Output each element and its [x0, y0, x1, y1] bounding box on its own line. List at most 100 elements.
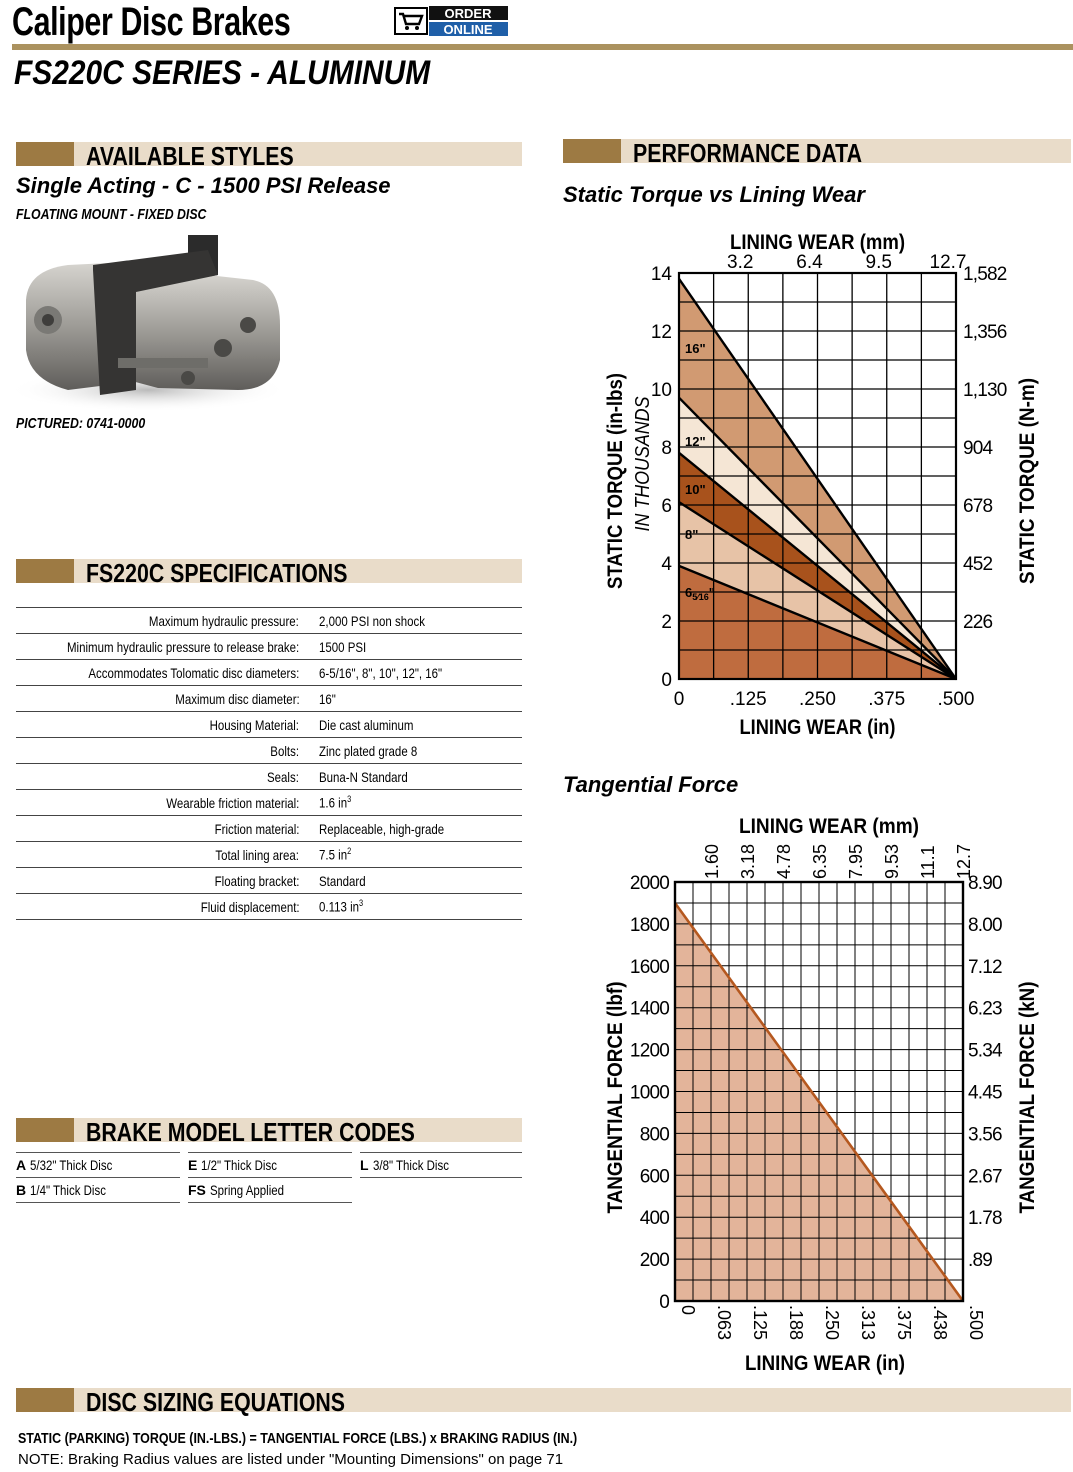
specifications-bar: FS220C SPECIFICATIONS — [16, 558, 522, 588]
x-tick-label: .125 — [750, 1305, 770, 1340]
torque-equation: STATIC (PARKING) TORQUE (IN.-LBS.) = TAN… — [18, 1430, 578, 1447]
x-tick-label: .125 — [730, 689, 767, 710]
spec-value: Zinc plated grade 8 — [309, 737, 522, 764]
x-axis-label: LINING WEAR (in) — [740, 716, 896, 739]
style-name: Single Acting - C - 1500 PSI Release — [16, 173, 391, 198]
equations-heading: DISC SIZING EQUATIONS — [86, 1387, 346, 1417]
x2-tick-label: 11.1 — [918, 845, 938, 879]
x-tick-label: .063 — [714, 1305, 734, 1340]
y-tick-label: 0 — [661, 670, 672, 691]
pictured-caption: PICTURED: 0741-0000 — [16, 415, 146, 432]
tangential-force-chart: 0 200 400 600 800 1000 1200 1400 1600 1800 2000 .89… — [604, 815, 1039, 1375]
x2-tick-label: 9.5 — [866, 252, 892, 273]
spec-label: Seals: — [16, 763, 310, 790]
available-styles-bar: AVAILABLE STYLES — [16, 141, 522, 171]
order-label: ORDER — [445, 6, 493, 21]
series-line — [678, 278, 957, 680]
y2-tick-label: 4.45 — [968, 1083, 1002, 1104]
code-item: L 3/8" Thick Disc — [360, 1152, 522, 1178]
specifications-heading: FS220C SPECIFICATIONS — [86, 558, 348, 588]
braking-radius-note: NOTE: Braking Radius values are listed u… — [18, 1451, 564, 1468]
x-tick-label: 0 — [674, 689, 685, 710]
specifications-table: Maximum hydraulic pressure: 2,000 PSI non… — [16, 607, 522, 920]
spec-label: Floating bracket: — [16, 867, 310, 894]
spec-value: Buna-N Standard — [309, 763, 522, 790]
page-title: Caliper Disc Brakes — [12, 0, 291, 44]
y-tick-label: 14 — [651, 264, 673, 285]
x2-tick-label: 6.35 — [810, 844, 830, 879]
code-item: B 1/4" Thick Disc — [16, 1178, 180, 1203]
y2-tick-label: 3.56 — [968, 1124, 1002, 1145]
spec-label: Total lining area: — [16, 841, 310, 868]
series-line — [678, 501, 957, 681]
series-line — [678, 451, 957, 680]
y-tick-label: 8 — [661, 438, 672, 459]
plot-frame — [677, 271, 958, 681]
y-tick-label: 12 — [651, 322, 672, 343]
y-axis-label: TANGENTIAL FORCE (lbf) — [604, 982, 627, 1214]
x-tick-label: .438 — [930, 1305, 950, 1340]
y2-axis-label: TANGENTIAL FORCE (kN) — [1016, 982, 1039, 1214]
y2-tick-label: 452 — [963, 554, 993, 575]
x2-tick-label: 12.7 — [954, 844, 974, 879]
available-styles-heading: AVAILABLE STYLES — [86, 141, 294, 171]
y-tick-label: 6 — [661, 496, 672, 517]
performance-bar: PERFORMANCE DATA — [563, 138, 1071, 168]
y-tick-label: 2 — [661, 612, 672, 633]
spec-value: 7.5 in2 — [309, 841, 522, 868]
spec-row: Minimum hydraulic pressure to release br… — [16, 633, 522, 660]
title-rule — [12, 44, 1073, 50]
x-tick-label: .188 — [786, 1305, 806, 1340]
x2-tick-label: 7.95 — [846, 844, 866, 879]
y2-tick-label: 904 — [963, 438, 994, 459]
cart-icon — [394, 7, 428, 35]
spec-row: Maximum disc diameter: 16" — [16, 685, 522, 712]
x-tick-label: .250 — [822, 1305, 842, 1340]
y-tick-label: 2000 — [630, 873, 669, 894]
spec-row: Wearable friction material: 1.6 in3 — [16, 789, 522, 816]
spec-label: Housing Material: — [16, 711, 310, 738]
chart1-title: Static Torque vs Lining Wear — [563, 182, 865, 207]
series-line — [678, 564, 957, 681]
letter-codes-heading: BRAKE MODEL LETTER CODES — [86, 1117, 415, 1147]
chart2-title: Tangential Force — [563, 772, 739, 797]
y2-tick-label: 5.34 — [968, 1041, 1003, 1062]
spec-value: Replaceable, high-grade — [309, 815, 522, 842]
spec-value: 1.6 in3 — [309, 789, 522, 816]
x-tick-label: .375 — [894, 1305, 914, 1340]
equations-bar: DISC SIZING EQUATIONS — [16, 1387, 1071, 1417]
x-tick-label: 0 — [678, 1305, 698, 1315]
spec-value: Die cast aluminum — [309, 711, 522, 738]
y2-tick-label: 8.90 — [968, 873, 1002, 894]
series-label: 10" — [685, 482, 706, 497]
series-label: 12" — [685, 434, 706, 449]
y-axis-sublabel: IN THOUSANDS — [632, 396, 654, 532]
spec-row: Seals: Buna-N Standard — [16, 763, 522, 790]
spec-row: Accommodates Tolomatic disc diameters: 6-… — [16, 659, 522, 686]
y2-axis-label: STATIC TORQUE (N-m) — [1016, 378, 1039, 584]
spec-value: 0.113 in3 — [309, 893, 522, 920]
spec-row: Friction material: Replaceable, high-grad… — [16, 815, 522, 842]
y-tick-label: 1200 — [630, 1041, 669, 1062]
y2-tick-label: .89 — [968, 1250, 992, 1271]
y2-tick-label: 1,582 — [963, 264, 1007, 285]
spec-value: Standard — [309, 867, 522, 894]
y-tick-label: 1800 — [630, 915, 669, 936]
x-tick-label: .313 — [858, 1305, 878, 1340]
code-item: A 5/32" Thick Disc — [16, 1152, 180, 1178]
spec-row: Floating bracket: Standard — [16, 867, 522, 894]
order-online-button[interactable]: ORDER ONLINE — [394, 5, 510, 37]
spec-row: Maximum hydraulic pressure: 2,000 PSI non… — [16, 607, 522, 634]
code-item: E 1/2" Thick Disc — [188, 1152, 352, 1178]
y2-tick-label: 8.00 — [968, 915, 1002, 936]
y2-tick-label: 2.67 — [968, 1166, 1002, 1187]
spec-label: Fluid displacement: — [16, 893, 310, 920]
spec-row: Housing Material: Die cast aluminum — [16, 711, 522, 738]
x2-tick-label: 1.60 — [702, 844, 722, 879]
x-tick-label: .250 — [799, 689, 836, 710]
spec-row: Fluid displacement: 0.113 in3 — [16, 893, 522, 920]
y-tick-label: 10 — [651, 380, 672, 401]
spec-label: Maximum disc diameter: — [16, 685, 310, 712]
x2-axis-label: LINING WEAR (mm) — [730, 231, 905, 254]
x2-axis-label: LINING WEAR (mm) — [739, 815, 919, 838]
